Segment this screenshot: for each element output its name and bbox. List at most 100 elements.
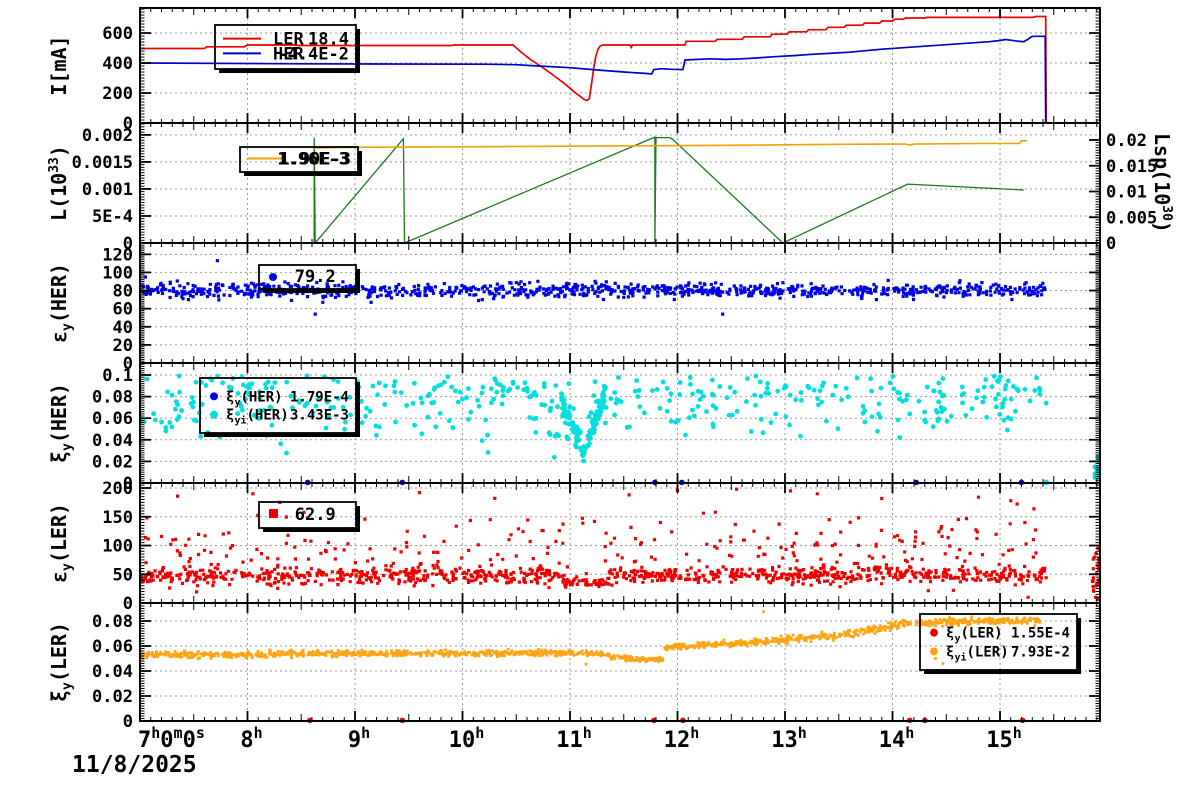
right-ytick-label: 0.015 (1106, 157, 1157, 177)
x-axis-labels: 7h0m0s 8h 9h 10h 11h 12h 13h 14h 15h (138, 724, 1022, 753)
series-HER (141, 35, 1047, 122)
legend-value: -4.4E-2 (277, 44, 349, 64)
ytick-label: 0.1 (102, 366, 133, 386)
ytick-label: 0.06 (92, 637, 133, 657)
legend-value: 1.90E-3 (279, 150, 351, 170)
xtick-first: 7h0m0s (138, 724, 205, 753)
legend-dot-sample (269, 273, 277, 281)
xtick-hour: 9h (348, 724, 370, 753)
series-area (141, 615, 1042, 664)
legend-label: ξyi(LER) (946, 644, 1009, 663)
ytick-label: 80 (113, 282, 133, 302)
panel-xiy-her: 00.020.040.060.080.1 ξy(HER) ξy(HER) 1.79E-… (47, 362, 1101, 494)
ytick-label: 0 (123, 594, 133, 614)
axis-title-current: I[mA] (47, 35, 71, 95)
date-label: 11/8/2025 (72, 752, 197, 778)
ytick-label: 200 (102, 479, 133, 499)
xtick-hour: 8h (240, 724, 262, 753)
axis-title-ey-her: εy(HER) (47, 263, 75, 343)
series-ey_ler (141, 496, 1099, 600)
right-ytick-label: 0 (1106, 234, 1116, 254)
legend-dot-sample (930, 647, 938, 656)
legend-value: 79.2 (295, 267, 336, 287)
right-ytick-label: 0.01 (1106, 183, 1147, 203)
ytick-label: 0.08 (92, 388, 133, 408)
legend-ey-ler: 62.9 (258, 501, 360, 532)
xtick-hour: 10h (449, 724, 485, 753)
ticks (139, 123, 1100, 243)
xtick-hour: 14h (879, 724, 915, 753)
ytick-label: 0.02 (92, 687, 133, 707)
ytick-label: 100 (102, 537, 133, 557)
legend-label: ξy(HER) (226, 389, 283, 408)
xtick-hour: 15h (986, 724, 1022, 753)
ytick-label: 0.0015 (72, 153, 133, 173)
ytick-label: 5E-4 (92, 207, 133, 227)
ticks (139, 483, 1100, 603)
panel-luminosity: 0 5E-4 0.001 0.0015 0.002 0 0.005 0.01 0.015 0.02… (47, 122, 1174, 254)
ytick-label: 400 (102, 54, 133, 74)
ticks (139, 242, 1100, 363)
series-LER (141, 15, 1048, 122)
axis-title-luminosity: L(1033) (47, 145, 71, 221)
ytick-label: 40 (113, 318, 133, 338)
ytick-label: 0.08 (92, 612, 133, 632)
series-area (141, 496, 1099, 600)
panel-xiy-ler: 0 0.02 0.04 0.06 0.08 ξy(LER) ξy(LER) 1.55E-4ξy… (47, 602, 1101, 732)
legend-value: 1.55E-4 (1011, 626, 1070, 642)
ytick-label: 60 (113, 300, 133, 320)
ytick-label: 600 (102, 24, 133, 44)
right-ytick-label: 0.02 (1106, 131, 1147, 151)
ytick-label: 0.02 (92, 452, 133, 472)
legend-value: 1.79E-4 (290, 389, 349, 405)
series-area (141, 15, 1048, 122)
series-Lsp (313, 136, 1024, 242)
series-L (314, 140, 1027, 149)
legend-ey-her: 79.2 (258, 264, 360, 293)
gridlines (140, 123, 1100, 243)
xtick-hour: 11h (556, 724, 592, 753)
ytick-label: 0.04 (92, 431, 133, 451)
legend-value: 62.9 (295, 505, 336, 525)
legend-dot-sample (210, 410, 218, 419)
right-ytick-label: 0.005 (1106, 208, 1157, 228)
legend-label: ξyi(HER) (226, 408, 289, 427)
legend-luminosity: 1.90E-31.96E-3 (239, 146, 362, 176)
series-xiyi_ler (141, 615, 1042, 664)
legend-label: HER (273, 44, 304, 64)
legend-dot-sample (930, 628, 938, 637)
axis-title-xiy-her: ξy(HER) (47, 383, 75, 463)
legend-label: ξy(LER) (946, 626, 1003, 645)
legend-label: LER (273, 30, 304, 50)
xtick-hour: 13h (771, 724, 807, 753)
ytick-label: 0.04 (92, 662, 133, 682)
ytick-label: 0 (123, 354, 133, 374)
axis-title-ey-ler: εy(LER) (47, 503, 75, 583)
ytick-label: 150 (102, 508, 133, 528)
ytick-label: 0 (123, 114, 133, 134)
ytick-label: 0 (123, 474, 133, 494)
ytick-label: 0.002 (82, 126, 133, 146)
ytick-label: 20 (113, 336, 133, 356)
gridlines (140, 243, 1100, 363)
gridlines (140, 363, 1100, 483)
ticks (139, 603, 1100, 721)
legend-value: 3.43E-3 (290, 408, 349, 424)
series-area (141, 373, 1099, 480)
ytick-label: 100 (102, 263, 133, 283)
legend-value: 18.4 (308, 30, 349, 50)
xtick-hour: 12h (664, 724, 700, 753)
ytick-label: 200 (102, 84, 133, 104)
legend-value-overlap: 1.96E-3 (277, 150, 349, 170)
axis-title-xiy-ler: ξy(LER) (47, 622, 75, 702)
axis-title-luminosity: Lsp(1030) (1150, 133, 1174, 233)
series-area (313, 136, 1027, 242)
ytick-label: 120 (102, 245, 133, 265)
